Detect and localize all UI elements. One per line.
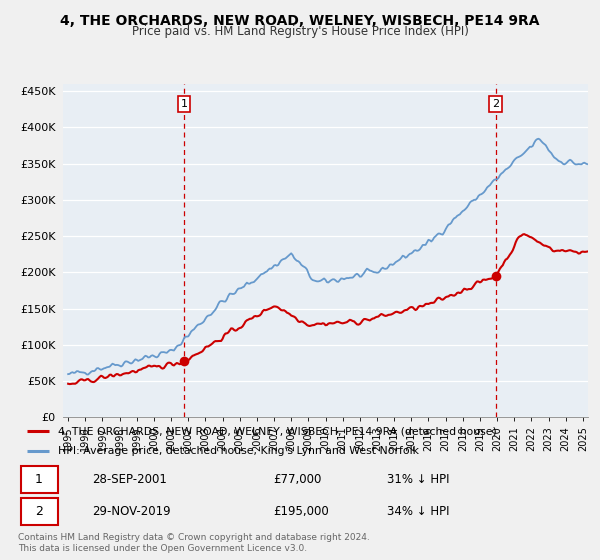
- Text: 4, THE ORCHARDS, NEW ROAD, WELNEY, WISBECH, PE14 9RA (detached house): 4, THE ORCHARDS, NEW ROAD, WELNEY, WISBE…: [58, 426, 496, 436]
- Text: 2: 2: [35, 505, 43, 519]
- Text: 1: 1: [181, 99, 187, 109]
- Text: 31% ↓ HPI: 31% ↓ HPI: [386, 473, 449, 486]
- Text: £77,000: £77,000: [273, 473, 322, 486]
- Text: Price paid vs. HM Land Registry's House Price Index (HPI): Price paid vs. HM Land Registry's House …: [131, 25, 469, 38]
- Text: 34% ↓ HPI: 34% ↓ HPI: [386, 505, 449, 519]
- FancyBboxPatch shape: [21, 466, 58, 493]
- FancyBboxPatch shape: [21, 498, 58, 525]
- Text: 4, THE ORCHARDS, NEW ROAD, WELNEY, WISBECH, PE14 9RA: 4, THE ORCHARDS, NEW ROAD, WELNEY, WISBE…: [60, 14, 540, 28]
- Text: £195,000: £195,000: [273, 505, 329, 519]
- Text: HPI: Average price, detached house, King's Lynn and West Norfolk: HPI: Average price, detached house, King…: [58, 446, 419, 456]
- Text: 1: 1: [35, 473, 43, 486]
- Text: 29-NOV-2019: 29-NOV-2019: [92, 505, 170, 519]
- Text: Contains HM Land Registry data © Crown copyright and database right 2024.
This d: Contains HM Land Registry data © Crown c…: [18, 533, 370, 553]
- Text: 2: 2: [492, 99, 499, 109]
- Text: 28-SEP-2001: 28-SEP-2001: [92, 473, 167, 486]
